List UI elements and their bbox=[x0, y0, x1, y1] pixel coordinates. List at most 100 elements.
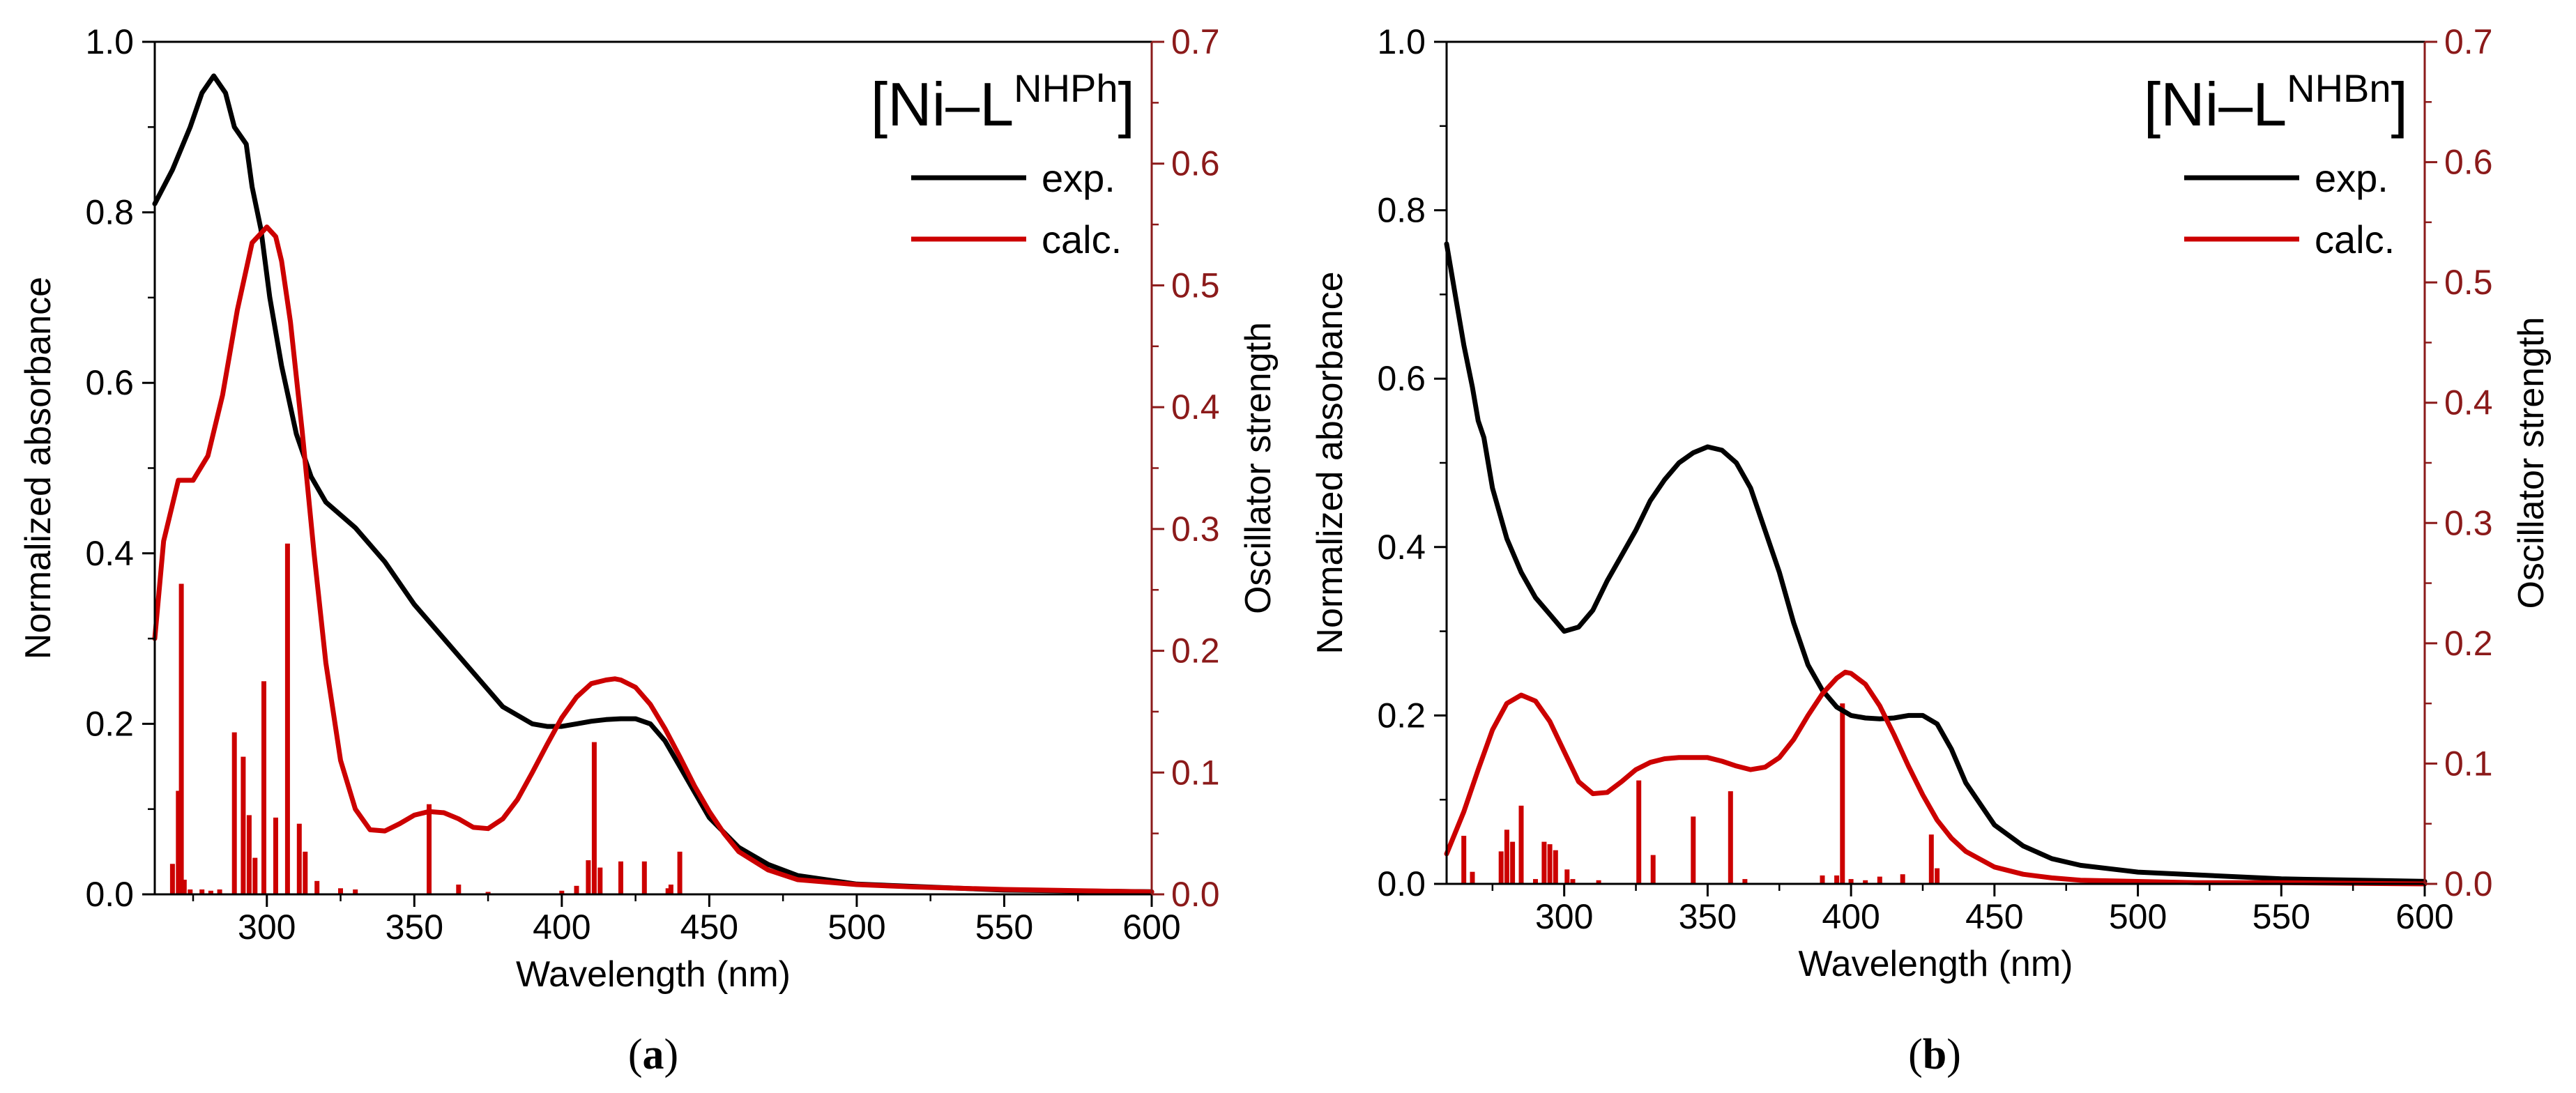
x-tick-label: 550 bbox=[2253, 897, 2310, 936]
panel-label: (a) bbox=[628, 1031, 678, 1078]
transition-stick bbox=[178, 583, 184, 894]
x-axis-title: Wavelength (nm) bbox=[516, 954, 791, 995]
transition-stick bbox=[181, 880, 187, 894]
panel-label: (b) bbox=[1908, 1031, 1961, 1078]
calc-spectrum-line bbox=[152, 224, 1154, 894]
left-y-tick-label: 0.0 bbox=[1377, 864, 1426, 903]
x-tick-label: 350 bbox=[386, 908, 443, 947]
legend-label-exp: exp. bbox=[2315, 156, 2388, 200]
right-y-tick-label: 0.2 bbox=[2444, 624, 2493, 663]
transition-stick bbox=[353, 889, 358, 894]
x-tick-label: 450 bbox=[680, 908, 738, 947]
right-y-tick-label: 0.7 bbox=[1171, 22, 1220, 61]
exp-spectrum-line bbox=[152, 73, 1154, 894]
transition-stick bbox=[1877, 876, 1882, 884]
transition-stick bbox=[1553, 850, 1558, 884]
transition-stick bbox=[1461, 836, 1467, 884]
left-y-tick-label: 1.0 bbox=[85, 22, 134, 61]
transition-stick bbox=[284, 543, 290, 894]
transition-stick bbox=[1935, 868, 1940, 884]
transition-stick bbox=[261, 681, 266, 895]
transition-stick bbox=[677, 851, 683, 894]
legend-label-calc: calc. bbox=[2315, 217, 2395, 261]
chart-title: [Ni–LNHBn] bbox=[2144, 66, 2408, 139]
transition-stick bbox=[591, 742, 597, 894]
transition-stick bbox=[314, 880, 320, 894]
transition-stick bbox=[1848, 879, 1854, 884]
transition-stick bbox=[217, 889, 222, 894]
transition-stick bbox=[1533, 879, 1538, 884]
transition-stick bbox=[176, 790, 181, 894]
transition-stick bbox=[1728, 791, 1733, 884]
transition-stick bbox=[1834, 875, 1840, 884]
transition-stick bbox=[1840, 703, 1845, 884]
right-y-tick-label: 0.7 bbox=[2444, 22, 2493, 61]
x-tick-label: 500 bbox=[2109, 897, 2167, 936]
right-y-tick-label: 0.0 bbox=[1171, 875, 1220, 914]
x-tick-label: 500 bbox=[828, 908, 885, 947]
transition-stick bbox=[1650, 855, 1656, 884]
calc-spectrum-line bbox=[1444, 669, 2428, 887]
left-y-tick-label: 0.2 bbox=[85, 704, 134, 743]
chart-2: 300 350 400 450 500 550 6000.00.20.40.60.81.00… bbox=[1310, 22, 2552, 1078]
transition-stick bbox=[1863, 880, 1868, 884]
right-y-tick-label: 0.4 bbox=[1171, 388, 1220, 427]
transition-stick bbox=[1742, 879, 1748, 884]
transition-stick bbox=[618, 861, 623, 894]
transition-stick bbox=[338, 888, 343, 894]
transition-stick bbox=[231, 732, 237, 894]
transition-stick bbox=[1596, 880, 1601, 884]
x-tick-label: 300 bbox=[1535, 897, 1593, 936]
transition-stick bbox=[273, 817, 278, 894]
left-y-tick-label: 0.2 bbox=[1377, 696, 1426, 735]
transition-stick bbox=[303, 851, 308, 894]
right-y-axis-title: Oscillator strength bbox=[1238, 322, 1279, 614]
left-y-tick-label: 1.0 bbox=[1377, 22, 1426, 61]
transition-stick bbox=[169, 864, 175, 894]
x-axis-title: Wavelength (nm) bbox=[1799, 944, 2073, 984]
left-y-tick-label: 0.4 bbox=[1377, 528, 1426, 567]
transition-stick bbox=[1564, 869, 1570, 884]
transition-stick bbox=[188, 889, 193, 894]
left-y-axis-title: Normalized absorbance bbox=[1310, 271, 1350, 654]
transition-stick bbox=[665, 888, 671, 894]
left-y-tick-label: 0.8 bbox=[1377, 191, 1426, 230]
x-tick-label: 400 bbox=[533, 908, 590, 947]
x-tick-label: 400 bbox=[1822, 897, 1880, 936]
right-y-tick-label: 0.3 bbox=[1171, 510, 1220, 549]
transition-stick bbox=[1518, 805, 1524, 884]
exp-spectrum-line bbox=[1444, 241, 2428, 884]
right-y-tick-label: 0.1 bbox=[2444, 744, 2493, 783]
right-y-axis-title: Oscillator strength bbox=[2511, 316, 2552, 609]
transition-stick bbox=[1636, 780, 1642, 884]
left-y-axis-title: Normalized absorbance bbox=[18, 277, 59, 659]
chart-title: [Ni–LNHPh] bbox=[871, 66, 1135, 139]
legend-label-exp: exp. bbox=[1042, 156, 1115, 200]
transition-stick bbox=[1541, 841, 1547, 884]
transition-stick bbox=[668, 885, 673, 894]
transition-stick bbox=[1510, 841, 1516, 884]
right-y-tick-label: 0.3 bbox=[2444, 503, 2493, 542]
right-y-tick-label: 0.2 bbox=[1171, 632, 1220, 671]
legend-label-calc: calc. bbox=[1042, 217, 1122, 261]
transition-stick bbox=[241, 756, 246, 894]
transition-stick bbox=[199, 889, 205, 894]
chart-1: 300 350 400 450 500 550 6000.00.20.40.60.81.00… bbox=[18, 22, 1279, 1078]
transition-stick bbox=[641, 861, 647, 894]
x-tick-label: 300 bbox=[238, 908, 296, 947]
transition-stick bbox=[208, 890, 213, 894]
left-y-tick-label: 0.4 bbox=[85, 534, 134, 573]
transition-stick bbox=[252, 857, 258, 894]
x-tick-label: 600 bbox=[2395, 897, 2453, 936]
transition-stick bbox=[1570, 879, 1576, 884]
right-y-tick-label: 0.5 bbox=[2444, 263, 2493, 302]
right-y-tick-label: 0.0 bbox=[2444, 864, 2493, 903]
right-y-tick-label: 0.6 bbox=[1171, 144, 1220, 183]
transition-stick bbox=[1547, 844, 1553, 884]
x-tick-label: 450 bbox=[1965, 897, 2023, 936]
transition-stick bbox=[427, 804, 432, 894]
transition-stick bbox=[1504, 830, 1509, 884]
x-tick-label: 600 bbox=[1122, 908, 1180, 947]
left-y-tick-label: 0.6 bbox=[85, 363, 134, 402]
